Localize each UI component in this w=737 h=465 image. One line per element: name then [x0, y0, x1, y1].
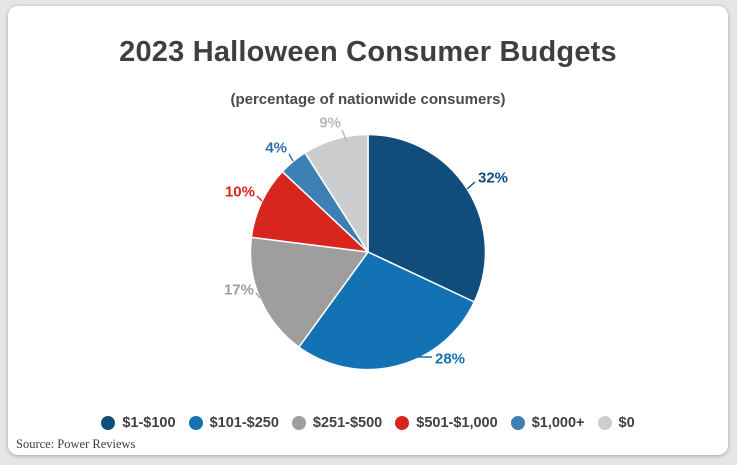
pie-data-label-$1,000+: 4% — [265, 140, 287, 157]
legend-dot-icon — [510, 416, 525, 430]
chart-title: 2023 Halloween Consumer Budgets — [119, 36, 617, 68]
legend-item-$251-$500: $251-$500 — [291, 415, 383, 431]
legend-label: $251-$500 — [312, 415, 383, 431]
pie-slice-$501-$1,000 — [250, 170, 369, 253]
legend-dot-icon — [291, 416, 306, 430]
pie-slice-$101-$250 — [298, 251, 476, 371]
legend-item-$0: $0 — [597, 415, 635, 431]
chart-subtitle: (percentage of nationwide consumers) — [230, 91, 506, 108]
legend-label: $0 — [618, 415, 635, 431]
legend-item-$101-$250: $101-$250 — [188, 415, 279, 431]
pie-label-leader-$251-$500 — [255, 292, 261, 299]
legend-label: $501-$1,000 — [416, 415, 498, 431]
legend-item-$501-$1,000: $501-$1,000 — [395, 415, 498, 431]
legend-label: $1-$100 — [122, 415, 176, 431]
legend-dot-icon — [188, 416, 203, 430]
pie-data-label-$0: 9% — [319, 115, 341, 132]
legend-dot-icon — [597, 416, 612, 430]
source-note: Source: Power Reviews — [16, 437, 136, 451]
legend-label: $101-$250 — [209, 415, 279, 431]
pie-data-label-$1-$100: 32% — [478, 170, 508, 187]
pie-label-leader-$1,000+ — [288, 153, 294, 162]
pie-data-label-$101-$250: 28% — [435, 351, 465, 368]
pie-slice-$251-$500 — [249, 236, 369, 348]
pie-label-leader-$101-$250 — [401, 346, 432, 358]
legend: $1-$100 $101-$250 $251-$500 $501-$1,000 $1,0… — [8, 410, 728, 436]
legend-dot-icon — [395, 416, 410, 430]
pie-data-label-$251-$500: 17% — [224, 282, 254, 299]
pie-slice-$0 — [304, 133, 369, 253]
legend-label: $1,000+ — [531, 415, 585, 431]
pie-chart: 32% 28% 17% 10% 4% 9% — [224, 115, 508, 371]
pie-data-label-$501-$1,000: 10% — [225, 184, 255, 201]
legend-item-$1,000+: $1,000+ — [510, 415, 585, 431]
pie-label-leader-$0 — [341, 129, 348, 143]
legend-item-$1-$100: $1-$100 — [101, 415, 176, 431]
pie-label-leader-$501-$1,000 — [256, 195, 263, 202]
pie-label-leader-$1-$100 — [466, 181, 476, 190]
chart-card: 2023 Halloween Consumer Budgets (percent… — [8, 6, 728, 455]
legend-dot-icon — [101, 416, 116, 430]
